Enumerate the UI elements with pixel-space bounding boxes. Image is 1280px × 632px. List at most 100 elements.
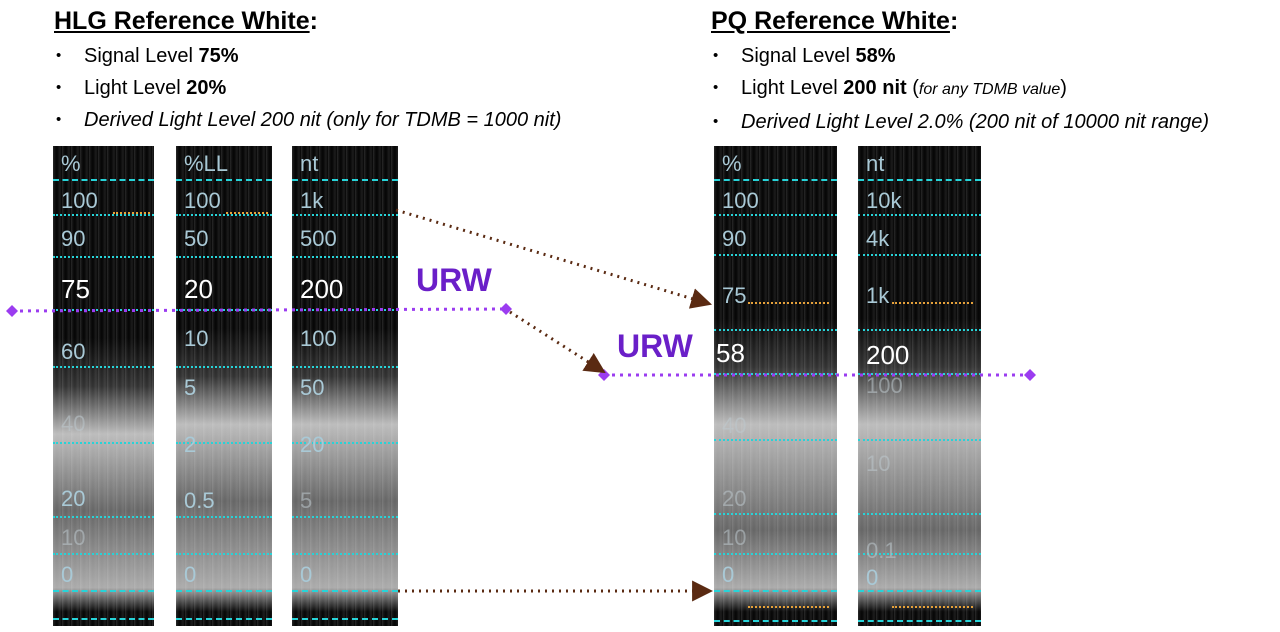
hlg-signal-scope: % 100 90 75 60 40 20 10 0 xyxy=(53,146,154,626)
pq-derived-light-text: Derived Light Level 2.0% (200 nit of 100… xyxy=(741,111,1210,133)
gridline xyxy=(292,590,398,592)
tick-label: 4k xyxy=(866,226,890,251)
hlg-light-percent-scope: %LL 100 50 20 10 5 2 0.5 0 xyxy=(176,146,272,626)
tick-label: 90 xyxy=(722,226,747,251)
gridline xyxy=(714,179,837,181)
pq-nits-scope-header: nt xyxy=(866,151,885,176)
pq-urw-label: URW xyxy=(617,328,693,364)
gridline xyxy=(53,590,154,592)
tick-label: 0.5 xyxy=(184,488,215,513)
hlg-nits-scope: nt 1k 500 200 100 50 20 5 0 xyxy=(292,146,398,626)
orange-marker xyxy=(748,606,829,608)
gridline xyxy=(53,553,154,555)
gridline xyxy=(292,214,398,216)
gridline xyxy=(858,553,981,555)
hlg-nits-scope-header: nt xyxy=(300,151,319,176)
gridline xyxy=(292,256,398,258)
orange-marker xyxy=(892,302,973,304)
pq-light-level-value: 200 nit xyxy=(843,77,907,99)
hlg-title: HLG Reference White: xyxy=(54,6,318,36)
gridline xyxy=(176,516,272,518)
gridline xyxy=(714,254,837,256)
pq-signal-level-value: 58% xyxy=(855,45,896,67)
tick-label: 50 xyxy=(300,375,325,400)
pq-bullet-list: Signal Level 58% Light Level 200 nit (fo… xyxy=(711,40,1209,138)
hlg-urw-end-diamond xyxy=(500,303,512,315)
tick-label: 0 xyxy=(300,562,313,587)
tick-label: 200 xyxy=(866,340,910,370)
pq-signal-scope-header: % xyxy=(722,151,742,176)
tick-label: 90 xyxy=(61,226,86,251)
gridline xyxy=(53,442,154,444)
gridline xyxy=(176,309,272,311)
tick-label: 1k xyxy=(300,188,324,213)
gridline xyxy=(292,366,398,368)
tick-label: 100 xyxy=(184,188,221,213)
tick-label: 5 xyxy=(300,488,313,513)
pq-light-level-note: for any TDMB value xyxy=(918,81,1061,98)
tick-label: 20 xyxy=(184,274,213,304)
pq-light-level-label: Light Level xyxy=(741,77,844,99)
tick-label: 1k xyxy=(866,283,890,308)
hlg-urw-line xyxy=(11,307,507,313)
hlg-bullet-signal-level: Signal Level 75% xyxy=(54,40,561,72)
gridline xyxy=(714,439,837,441)
gridline xyxy=(176,618,272,620)
gridline xyxy=(53,179,154,181)
gridline xyxy=(714,329,837,331)
hlg-urw-label: URW xyxy=(416,262,492,298)
hlg-title-text: HLG Reference White xyxy=(54,7,310,35)
pq-bullet-signal-level: Signal Level 58% xyxy=(711,40,1209,72)
hlg-light-level-label: Light Level xyxy=(84,77,187,99)
gridline xyxy=(292,618,398,620)
hlg-signal-level-label: Signal Level xyxy=(84,45,199,67)
pq-title: PQ Reference White: xyxy=(711,6,958,36)
orange-marker xyxy=(113,212,150,214)
pq-urw-end-diamond xyxy=(1024,369,1036,381)
tick-label: 75 xyxy=(61,274,90,304)
hlg-light-level-value: 20% xyxy=(186,77,227,99)
gridline xyxy=(53,516,154,518)
gridline xyxy=(714,513,837,515)
gridline xyxy=(714,553,837,555)
tick-label: 200 xyxy=(300,274,344,304)
gridline xyxy=(858,214,981,216)
gridline xyxy=(292,516,398,518)
tick-label: 75 xyxy=(722,283,747,308)
tick-label: 100 xyxy=(722,188,759,213)
gridline xyxy=(714,620,837,622)
hlg-bullet-derived-light: Derived Light Level 200 nit (only for TD… xyxy=(54,104,561,136)
hlg-signal-scope-header: % xyxy=(61,151,81,176)
pq-title-colon: : xyxy=(949,7,959,35)
pq-signal-level-label: Signal Level xyxy=(741,45,856,67)
gridline xyxy=(176,366,272,368)
hlg-urw-start-diamond xyxy=(6,305,18,317)
pq-signal-scope: % 100 90 75 58 40 20 10 0 xyxy=(714,146,837,626)
tick-label: 100 xyxy=(866,373,903,398)
tick-label: 10 xyxy=(61,525,86,550)
tick-label: 500 xyxy=(300,226,337,251)
urw-link-arrow xyxy=(509,310,606,374)
pq-title-text: PQ Reference White xyxy=(711,7,950,35)
gridline xyxy=(292,179,398,181)
tick-label: 100 xyxy=(300,326,337,351)
tick-label: 0 xyxy=(866,565,879,590)
gridline xyxy=(858,590,981,592)
gridline xyxy=(53,214,154,216)
gridline xyxy=(176,590,272,592)
gridline xyxy=(858,254,981,256)
pq-bullet-light-level: Light Level 200 nit (for any TDMB value) xyxy=(711,72,1209,106)
gridline xyxy=(292,553,398,555)
tick-label: 50 xyxy=(184,226,209,251)
pq-light-level-note-open: ( xyxy=(906,77,919,99)
orange-marker xyxy=(892,606,973,608)
tick-label: 0 xyxy=(184,562,197,587)
pq-bullet-derived-light: Derived Light Level 2.0% (200 nit of 100… xyxy=(711,106,1209,138)
gridline xyxy=(176,553,272,555)
tick-label: 100 xyxy=(61,188,98,213)
gridline xyxy=(53,618,154,620)
tick-label: 40 xyxy=(61,411,86,436)
gridline xyxy=(53,366,154,368)
hlg-signal-level-value: 75% xyxy=(198,45,239,67)
